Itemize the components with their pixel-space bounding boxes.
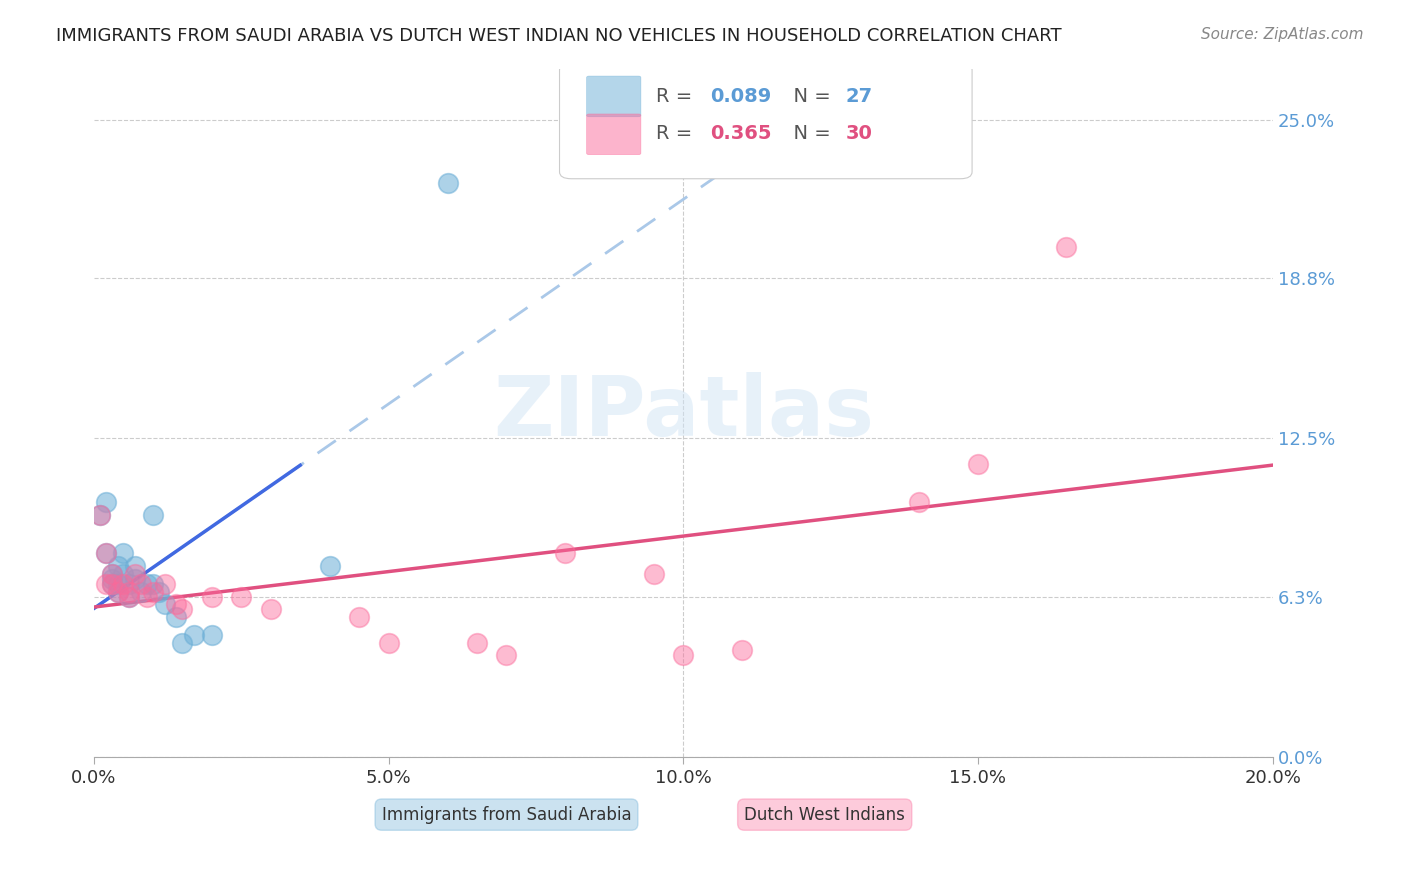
Point	[142, 508, 165, 522]
Point	[153, 597, 176, 611]
FancyBboxPatch shape	[560, 63, 972, 178]
Point	[731, 643, 754, 657]
Text: Source: ZipAtlas.com: Source: ZipAtlas.com	[1201, 27, 1364, 42]
Point	[107, 577, 129, 591]
Point	[643, 566, 665, 581]
Point	[118, 590, 141, 604]
Point	[124, 559, 146, 574]
Point	[554, 546, 576, 560]
Point	[172, 602, 194, 616]
Point	[347, 610, 370, 624]
Point	[142, 577, 165, 591]
Point	[183, 628, 205, 642]
Point	[118, 584, 141, 599]
Point	[201, 628, 224, 642]
Point	[100, 577, 122, 591]
FancyBboxPatch shape	[586, 76, 641, 117]
Text: R =: R =	[657, 125, 699, 144]
Point	[94, 495, 117, 509]
Point	[118, 590, 141, 604]
Point	[100, 572, 122, 586]
Point	[112, 546, 135, 560]
Point	[107, 584, 129, 599]
Text: 30: 30	[846, 125, 873, 144]
Point	[124, 572, 146, 586]
Point	[112, 577, 135, 591]
Point	[436, 177, 458, 191]
Text: Immigrants from Saudi Arabia: Immigrants from Saudi Arabia	[381, 805, 631, 823]
Point	[967, 457, 990, 471]
Point	[100, 577, 122, 591]
Text: 0.089: 0.089	[710, 87, 772, 105]
Point	[465, 635, 488, 649]
Point	[94, 546, 117, 560]
Point	[136, 590, 159, 604]
Point	[1054, 240, 1077, 254]
Point	[908, 495, 931, 509]
Point	[201, 590, 224, 604]
Text: 27: 27	[846, 87, 873, 105]
Point	[231, 590, 253, 604]
Point	[94, 577, 117, 591]
Point	[318, 559, 340, 574]
Point	[165, 597, 187, 611]
Point	[124, 566, 146, 581]
Point	[107, 559, 129, 574]
Point	[165, 610, 187, 624]
Point	[172, 635, 194, 649]
Point	[672, 648, 695, 663]
Text: 0.365: 0.365	[710, 125, 772, 144]
Point	[129, 577, 152, 591]
FancyBboxPatch shape	[586, 114, 641, 154]
Text: N =: N =	[782, 87, 837, 105]
Point	[118, 577, 141, 591]
Point	[495, 648, 517, 663]
Point	[148, 584, 170, 599]
Text: Dutch West Indians: Dutch West Indians	[744, 805, 905, 823]
Point	[112, 566, 135, 581]
Point	[100, 566, 122, 581]
Point	[377, 635, 399, 649]
Point	[100, 566, 122, 581]
Point	[89, 508, 111, 522]
Point	[136, 577, 159, 591]
Point	[142, 584, 165, 599]
Text: N =: N =	[782, 125, 837, 144]
Text: R =: R =	[657, 87, 699, 105]
Point	[260, 602, 283, 616]
Point	[94, 546, 117, 560]
Point	[107, 584, 129, 599]
Text: ZIPatlas: ZIPatlas	[492, 373, 873, 453]
Point	[153, 577, 176, 591]
Text: IMMIGRANTS FROM SAUDI ARABIA VS DUTCH WEST INDIAN NO VEHICLES IN HOUSEHOLD CORRE: IMMIGRANTS FROM SAUDI ARABIA VS DUTCH WE…	[56, 27, 1062, 45]
Point	[89, 508, 111, 522]
Point	[129, 584, 152, 599]
